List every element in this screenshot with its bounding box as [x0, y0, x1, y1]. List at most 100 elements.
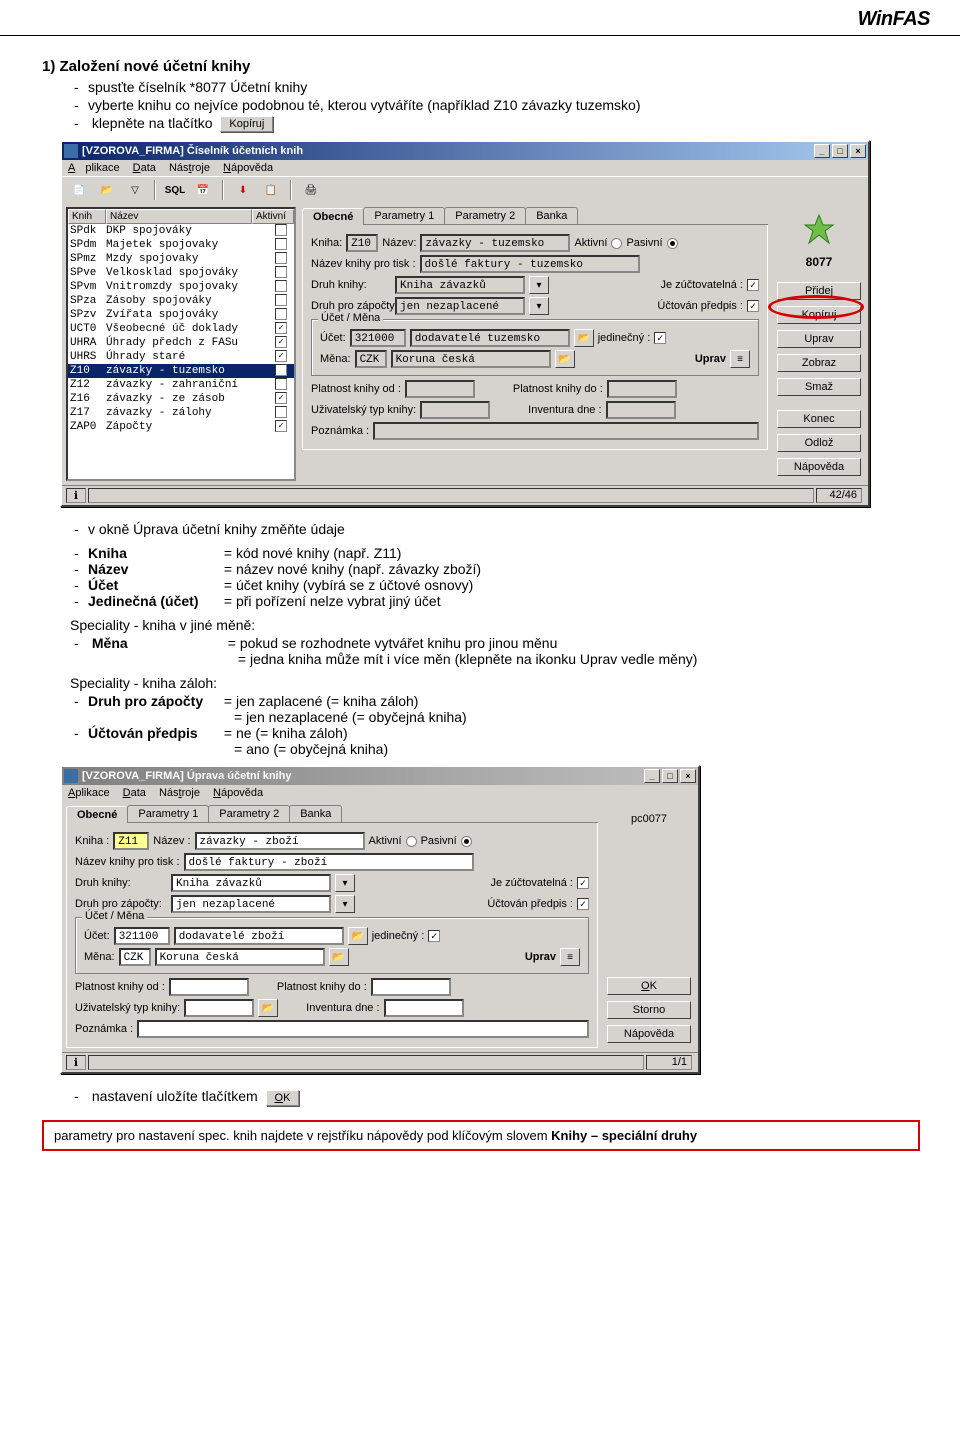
tab-param2[interactable]: Parametry 2	[444, 207, 526, 224]
col-code[interactable]: Knih	[68, 209, 106, 224]
tool-open-icon[interactable]: 📂	[96, 180, 118, 200]
folder-icon[interactable]: 📂	[329, 948, 349, 966]
folder-icon[interactable]: 📂	[258, 999, 278, 1017]
list-row[interactable]: SPdkDKP spojováky	[68, 224, 294, 238]
tool-1-icon[interactable]: ⬇	[232, 180, 254, 200]
napoveda-button[interactable]: Nápověda	[777, 458, 861, 476]
maximize-button[interactable]: □	[832, 144, 848, 158]
list-row[interactable]: ZAP0Zápočty✓	[68, 420, 294, 434]
group-legend: Účet / Měna	[318, 312, 383, 324]
list-row[interactable]: Z16závazky - ze zásob✓	[68, 392, 294, 406]
zobraz-button[interactable]: Zobraz	[777, 354, 861, 372]
tab-obecne[interactable]: Obecné	[66, 806, 128, 823]
druh-field[interactable]: Kniha závazků	[171, 874, 331, 892]
close-button[interactable]: ×	[680, 769, 696, 783]
chk-jedin[interactable]: ✓	[428, 930, 440, 942]
pozn-field[interactable]	[137, 1020, 589, 1038]
konec-button[interactable]: Konec	[777, 410, 861, 428]
menu-data[interactable]: Data	[133, 162, 156, 174]
pridej-button[interactable]: Přidej	[777, 282, 861, 300]
chk-jedin[interactable]: ✓	[654, 332, 666, 344]
col-active[interactable]: Aktivní	[252, 209, 294, 224]
napoveda-button[interactable]: Nápověda	[607, 1025, 691, 1043]
minimize-button[interactable]: _	[814, 144, 830, 158]
tab-param1[interactable]: Parametry 1	[127, 805, 209, 822]
dropdown-icon[interactable]: ▾	[529, 276, 549, 294]
edit-icon[interactable]: ≡	[560, 948, 580, 966]
menu-app[interactable]: Aplikace	[68, 787, 110, 799]
lbl-nazev: Název :	[153, 835, 190, 847]
list-row[interactable]: UHRAÚhrady předch z FASu✓	[68, 336, 294, 350]
plat-od-field[interactable]	[169, 978, 249, 996]
minimize-button[interactable]: _	[644, 769, 660, 783]
tisk-field[interactable]: došlé faktury - zboží	[184, 853, 474, 871]
mena-field[interactable]: CZK	[119, 948, 151, 966]
edit-icon[interactable]: ≡	[730, 350, 750, 368]
dropdown-icon[interactable]: ▾	[335, 895, 355, 913]
tab-banka[interactable]: Banka	[525, 207, 578, 224]
plat-do-field[interactable]	[371, 978, 451, 996]
maximize-button[interactable]: □	[662, 769, 678, 783]
radio-pasivni[interactable]	[461, 836, 472, 847]
tab-param1[interactable]: Parametry 1	[363, 207, 445, 224]
menu-help[interactable]: Nápověda	[213, 787, 263, 799]
storno-button[interactable]: Storno	[607, 1001, 691, 1019]
list-row[interactable]: SPzaZásoby spojováky	[68, 294, 294, 308]
radio-aktivni[interactable]	[611, 238, 622, 249]
tool-sql-icon[interactable]: SQL	[164, 180, 186, 200]
menu-app[interactable]: Aplikace	[68, 162, 120, 174]
tool-print-icon[interactable]: 🖨	[300, 180, 322, 200]
close-button[interactable]: ×	[850, 144, 866, 158]
kniha-field[interactable]: Z11	[113, 832, 149, 850]
tool-cal-icon[interactable]: 📅	[192, 180, 214, 200]
folder-icon[interactable]: 📂	[348, 927, 368, 945]
odloz-button[interactable]: Odlož	[777, 434, 861, 452]
dropdown-icon[interactable]: ▾	[529, 297, 549, 315]
menu-tools[interactable]: Nástroje	[159, 787, 200, 799]
ok-button[interactable]: OK	[607, 977, 691, 995]
list-row[interactable]: Z12závazky - zahraniční	[68, 378, 294, 392]
copy-button-inline[interactable]: Kopíruj	[220, 116, 273, 132]
col-name[interactable]: Název	[106, 209, 252, 224]
kv-val: = jen nezaplacené (= obyčejná kniha)	[234, 709, 467, 725]
radio-aktivni[interactable]	[406, 836, 417, 847]
list-row[interactable]: SPmzMzdy spojovaky	[68, 252, 294, 266]
tab-param2[interactable]: Parametry 2	[208, 805, 290, 822]
list-row[interactable]: SPveVelkosklad spojováky	[68, 266, 294, 280]
menu-tools[interactable]: Nástroje	[169, 162, 210, 174]
chk-zuct[interactable]: ✓	[577, 877, 589, 889]
menu-data[interactable]: Data	[123, 787, 146, 799]
uziv-field[interactable]	[184, 999, 254, 1017]
dropdown-icon[interactable]: ▾	[335, 874, 355, 892]
ucet-field[interactable]: 321100	[114, 927, 170, 945]
folder-icon[interactable]: 📂	[574, 329, 594, 347]
tool-filter-icon[interactable]: ▽	[124, 180, 146, 200]
chk-predpis[interactable]: ✓	[577, 898, 589, 910]
list-row[interactable]: Z10závazky - tuzemsko✓	[68, 364, 294, 378]
ok-button-inline[interactable]: OK	[266, 1090, 300, 1106]
tab-banka[interactable]: Banka	[289, 805, 342, 822]
list-row[interactable]: SPvmVnitromzdy spojovaky	[68, 280, 294, 294]
mena-name-field[interactable]: Koruna česká	[155, 948, 325, 966]
tool-new-icon[interactable]: 📄	[68, 180, 90, 200]
ucet-name-field[interactable]: dodavatelé zboží	[174, 927, 344, 945]
zapocty-field[interactable]: jen nezaplacené	[171, 895, 331, 913]
list-row[interactable]: UCT0Všeobecné úč doklady✓	[68, 322, 294, 336]
smaz-button[interactable]: Smaž	[777, 378, 861, 396]
list-row[interactable]: Z17závazky - zálohy	[68, 406, 294, 420]
folder-icon[interactable]: 📂	[555, 350, 575, 368]
kopiruj-button[interactable]: Kopíruj	[777, 306, 861, 324]
uprav-button[interactable]: Uprav	[777, 330, 861, 348]
list-row[interactable]: UHRSÚhrady staré✓	[68, 350, 294, 364]
inv-field[interactable]	[384, 999, 464, 1017]
nazev-field[interactable]: závazky - zboží	[195, 832, 365, 850]
chk-predpis[interactable]: ✓	[747, 300, 759, 312]
list-row[interactable]: SPzvZvířata spojováky	[68, 308, 294, 322]
book-list: Knih Název Aktivní SPdkDKP spojovákySPdm…	[66, 207, 296, 481]
radio-pasivni[interactable]	[667, 238, 678, 249]
menu-help[interactable]: Nápověda	[223, 162, 273, 174]
chk-zuct[interactable]: ✓	[747, 279, 759, 291]
tool-2-icon[interactable]: 📋	[260, 180, 282, 200]
list-row[interactable]: SPdmMajetek spojovaky	[68, 238, 294, 252]
tab-obecne[interactable]: Obecné	[302, 208, 364, 225]
